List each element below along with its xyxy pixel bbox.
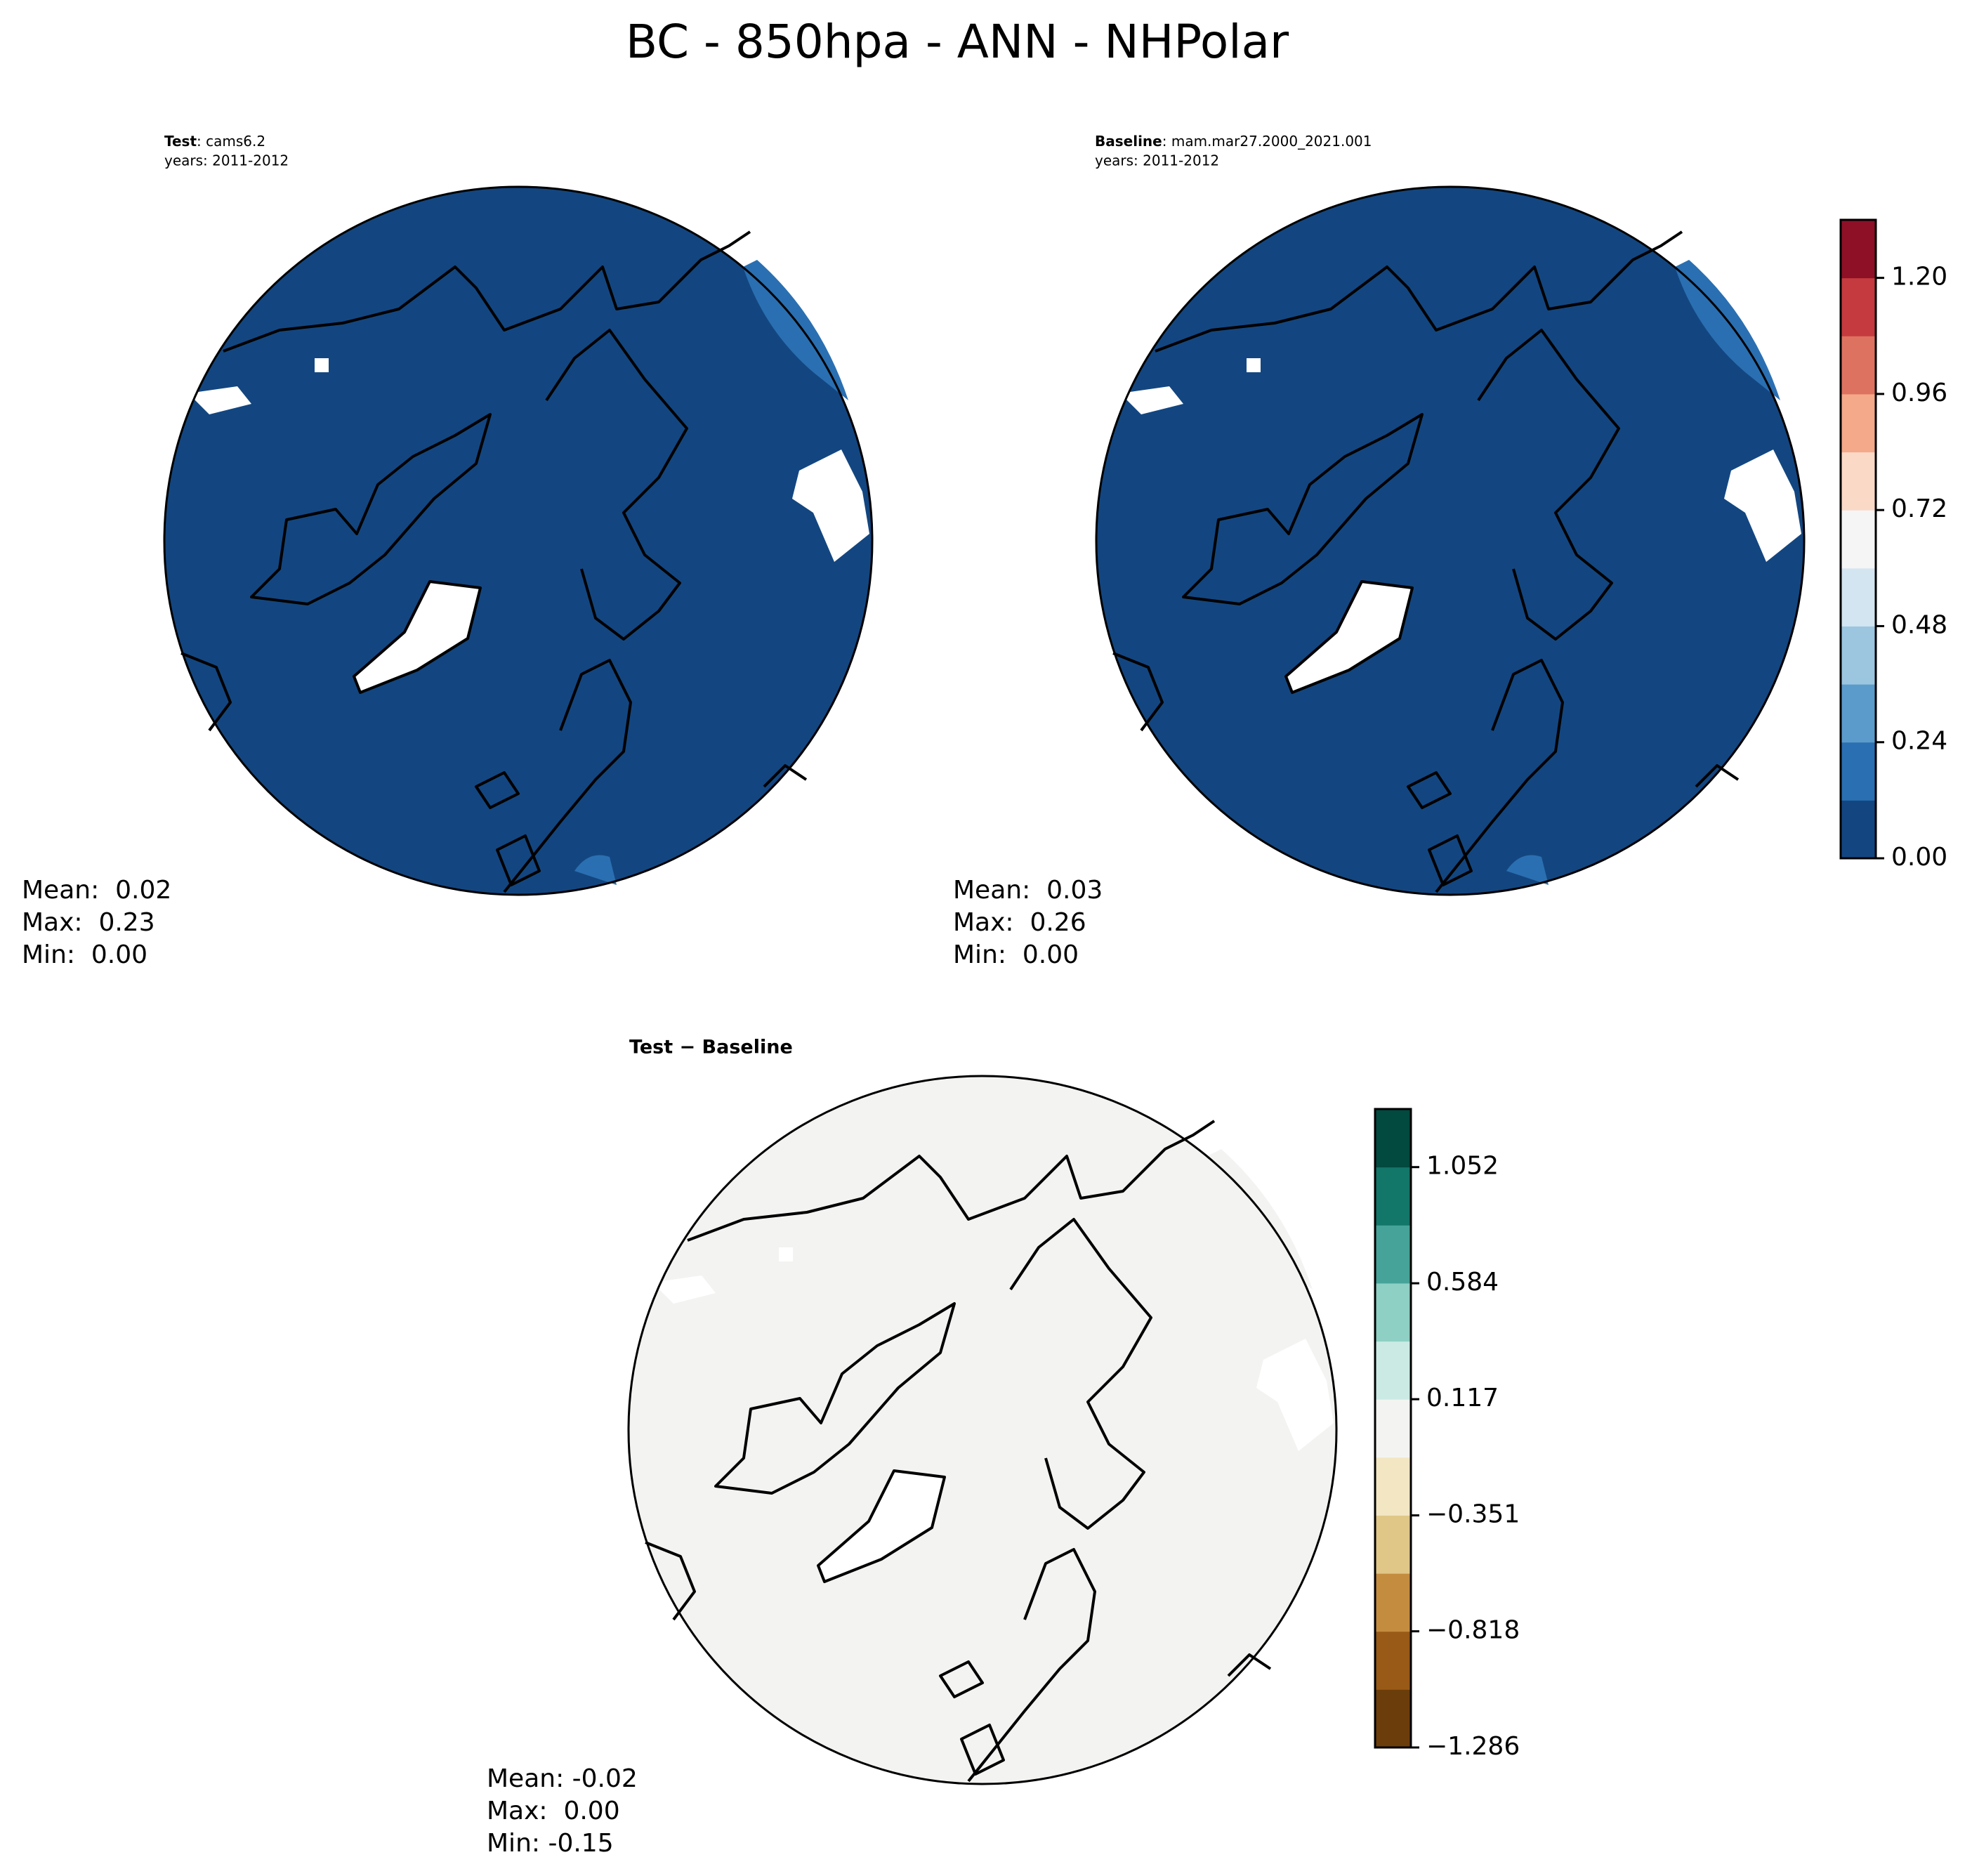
panel-case: : mam.mar27.2000_2021.001 — [1162, 133, 1372, 150]
map — [627, 1075, 1338, 1785]
colorbar-level — [1375, 1457, 1411, 1516]
map — [1095, 185, 1806, 896]
panel-stat: Min: 0.00 — [22, 940, 147, 969]
panel-case: : cams6.2 — [197, 133, 265, 150]
map — [163, 185, 874, 896]
colorbar-tick-label: 0.00 — [1891, 843, 1947, 872]
no-data — [188, 386, 251, 414]
map-border — [163, 185, 874, 896]
colorbar-frame — [1839, 218, 1877, 860]
no-data — [1724, 450, 1801, 562]
colorbar-level — [1375, 1109, 1411, 1168]
colorbar-level — [1841, 568, 1876, 627]
panel-years: years: 2011-2012 — [1095, 152, 1219, 169]
colorbar-level — [1375, 1167, 1411, 1226]
colorbar-level — [1841, 510, 1876, 569]
no-data — [315, 358, 329, 372]
panel-label: Baseline: mam.mar27.2000_2021.001 — [1095, 133, 1372, 150]
no-data — [1247, 358, 1261, 372]
no-data — [818, 1471, 945, 1582]
no-data — [792, 450, 869, 562]
no-data — [1286, 582, 1412, 693]
colorbar-tick-label: 1.20 — [1891, 263, 1947, 291]
colorbar-level — [1841, 452, 1876, 511]
colorbar-level — [1841, 800, 1876, 859]
figure-title: BC - 850hpa - ANN - NHPolar — [626, 15, 1289, 69]
field-patch — [574, 855, 617, 885]
colorbar-level — [1375, 1631, 1411, 1690]
colorbar-level — [1841, 626, 1876, 685]
colorbar-level — [1375, 1225, 1411, 1284]
field-patch — [1506, 855, 1549, 885]
map-fill — [629, 1076, 1336, 1784]
colorbar-tick-label: 0.584 — [1426, 1268, 1499, 1297]
colorbar-tick-label: −1.286 — [1426, 1732, 1520, 1761]
panel-stat: Max: 0.00 — [487, 1797, 620, 1825]
colorbar-level — [1841, 742, 1876, 801]
panel-label: Test: cams6.2 — [164, 133, 265, 150]
field-patch — [743, 260, 848, 400]
colorbar-tick-label: −0.818 — [1426, 1616, 1520, 1645]
colorbar-tick-label: −0.351 — [1426, 1500, 1520, 1529]
colorbar-level — [1841, 393, 1876, 453]
colorbar-level — [1375, 1399, 1411, 1458]
map-border — [1095, 185, 1806, 896]
colorbar-tick-label: 1.052 — [1426, 1152, 1499, 1181]
colorbar-level — [1375, 1689, 1411, 1748]
colorbar-level — [1841, 684, 1876, 743]
colorbar-level — [1375, 1515, 1411, 1574]
map-border — [627, 1075, 1338, 1785]
colorbar-level — [1841, 336, 1876, 395]
panel-label: Test − Baseline — [629, 1037, 793, 1058]
map-fill — [164, 187, 872, 895]
colorbar-tick-label: 0.72 — [1891, 494, 1947, 523]
colorbar-level — [1375, 1573, 1411, 1632]
colorbar-level — [1841, 220, 1876, 279]
panel-stat: Mean: -0.02 — [487, 1764, 638, 1793]
panel-stat: Mean: 0.03 — [953, 876, 1103, 905]
no-data — [354, 582, 480, 693]
field-patch — [1675, 260, 1780, 400]
no-data — [1256, 1339, 1334, 1451]
panel-name: Baseline — [1095, 133, 1162, 150]
no-data — [779, 1247, 793, 1261]
colorbar-level — [1841, 277, 1876, 336]
colorbar-level — [1375, 1341, 1411, 1400]
colorbar-tick-label: 0.117 — [1426, 1384, 1499, 1412]
panel-stat: Max: 0.26 — [953, 908, 1086, 937]
colorbar-tick-label: 0.96 — [1891, 379, 1947, 407]
panel-name: Test — [164, 133, 197, 150]
field-patch — [1207, 1149, 1313, 1290]
no-data — [652, 1275, 716, 1304]
colorbar-tick-label: 0.24 — [1891, 727, 1947, 756]
panel-stat: Mean: 0.02 — [22, 876, 171, 905]
panel-years: years: 2011-2012 — [164, 152, 289, 169]
colorbar-frame — [1374, 1108, 1412, 1749]
field-patch — [1039, 1744, 1081, 1774]
panel-stat: Min: 0.00 — [953, 940, 1079, 969]
panel-stat: Max: 0.23 — [22, 908, 155, 937]
colorbar-tick-label: 0.48 — [1891, 610, 1947, 639]
map-fill — [1096, 187, 1804, 895]
no-data — [1120, 386, 1183, 414]
colorbar-level — [1375, 1283, 1411, 1342]
panel-stat: Min: -0.15 — [487, 1829, 614, 1858]
